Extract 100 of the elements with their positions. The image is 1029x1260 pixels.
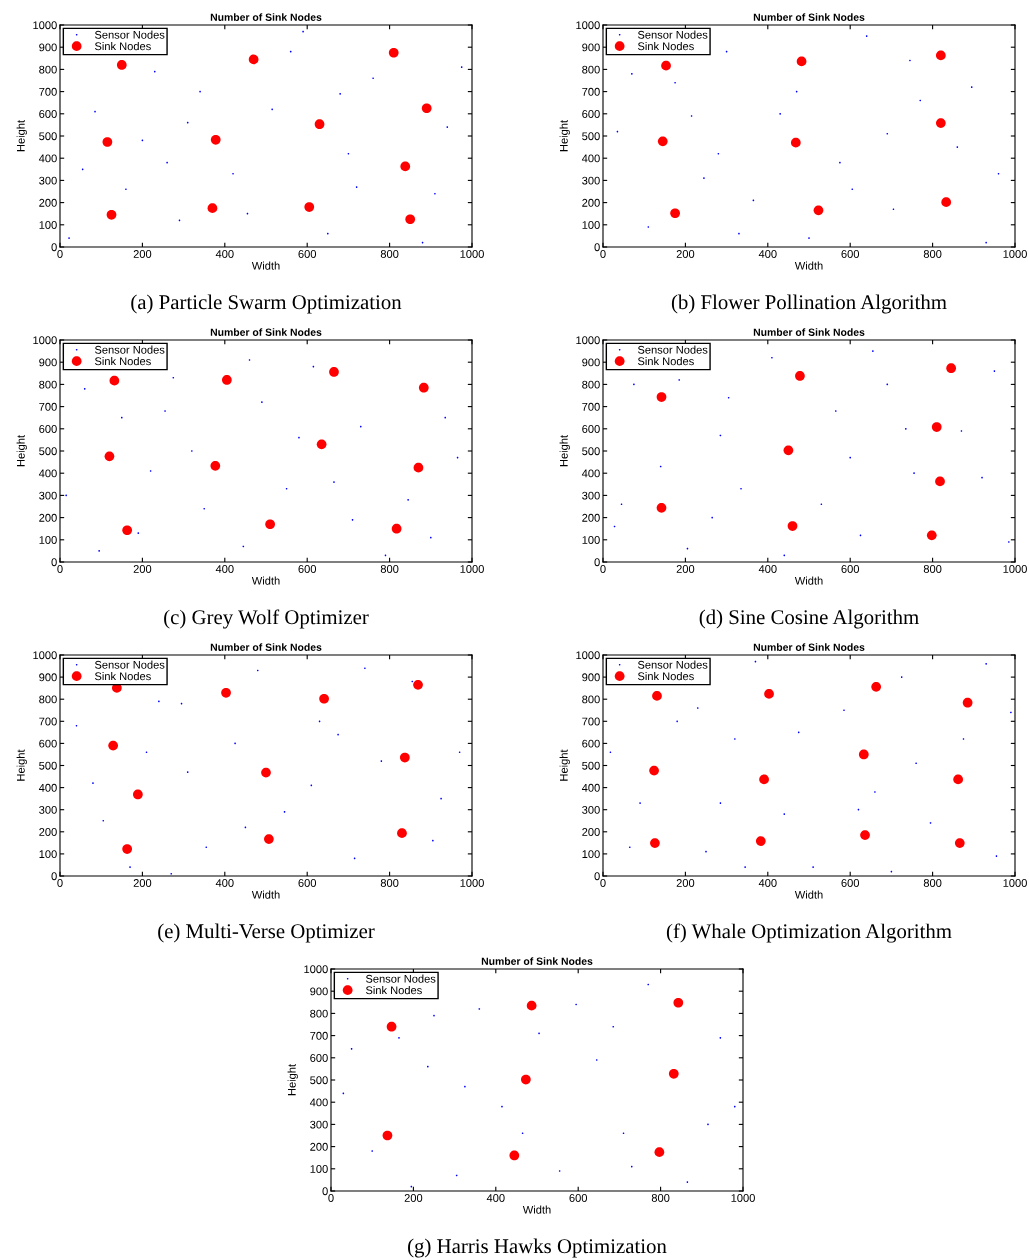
legend-label: Sensor Nodes <box>365 974 436 983</box>
y-tick-label: 300 <box>39 805 57 814</box>
point <box>109 375 120 386</box>
y-tick-label: 100 <box>582 850 600 859</box>
y-tick-label: 1000 <box>33 336 57 345</box>
y-tick-label: 700 <box>582 87 600 96</box>
x-axis-title: Width <box>794 890 823 899</box>
point <box>122 844 133 854</box>
point <box>421 103 432 114</box>
y-tick-label: 500 <box>582 447 600 456</box>
legend-label: Sink Nodes <box>365 986 422 995</box>
point <box>935 476 945 487</box>
point <box>221 687 231 698</box>
x-tick-label: 600 <box>298 250 317 258</box>
y-tick-label: 0 <box>594 558 600 567</box>
y-axis-title: Height <box>16 435 27 467</box>
y-tick-label: 600 <box>582 425 600 433</box>
x-tick-label: 0 <box>57 250 63 258</box>
point <box>860 830 870 840</box>
legend-label: Sensor Nodes <box>637 660 708 669</box>
point <box>935 50 946 61</box>
point <box>755 836 766 846</box>
x-tick-label: 200 <box>676 565 695 573</box>
y-axis-title: Height <box>287 1064 298 1096</box>
y-tick-label: 800 <box>310 1009 328 1018</box>
point <box>650 838 660 848</box>
y-tick-label: 100 <box>582 536 600 544</box>
point <box>413 462 424 473</box>
point <box>265 519 275 530</box>
point <box>661 60 671 71</box>
y-tick-label: 800 <box>39 65 57 74</box>
x-tick-label: 400 <box>758 879 777 887</box>
x-tick-label: 200 <box>133 250 152 258</box>
x-tick-label: 200 <box>133 879 152 887</box>
y-tick-label: 500 <box>39 447 57 456</box>
point <box>207 203 218 214</box>
point <box>649 765 659 776</box>
x-tick-label: 800 <box>380 565 399 573</box>
point <box>657 136 668 147</box>
point <box>413 679 423 690</box>
text: (a) Particle Swarm Optimization <box>131 294 402 314</box>
y-tick-label: 100 <box>582 221 600 229</box>
point <box>386 1021 397 1032</box>
x-axis-title: Width <box>794 261 823 270</box>
point <box>656 392 667 402</box>
chart-title: Number of Sink Nodes <box>753 643 865 651</box>
x-tick-label: 400 <box>758 250 777 258</box>
point <box>261 767 271 778</box>
x-tick-label: 1000 <box>460 565 484 573</box>
x-axis-title: Width <box>251 576 280 585</box>
chart-title: Number of Sink Nodes <box>753 328 865 336</box>
x-tick-label: 0 <box>328 1194 334 1202</box>
y-tick-label: 600 <box>582 110 600 118</box>
y-tick-label: 300 <box>39 176 57 185</box>
point <box>813 205 824 216</box>
y-tick-label: 700 <box>310 1031 328 1040</box>
x-tick-label: 1000 <box>1003 879 1027 887</box>
y-axis-title: Height <box>559 120 570 152</box>
point <box>962 697 973 708</box>
y-tick-label: 800 <box>582 380 600 389</box>
y-tick-label: 700 <box>39 402 57 411</box>
point <box>526 1000 537 1011</box>
x-tick-label: 400 <box>215 250 234 258</box>
y-tick-label: 500 <box>582 132 600 141</box>
y-tick-label: 200 <box>39 828 57 836</box>
point <box>316 439 327 450</box>
point <box>133 789 143 800</box>
x-tick-label: 0 <box>600 879 606 887</box>
legend-label: Sensor Nodes <box>94 345 165 354</box>
text: (b) Flower Pollination Algorithm <box>671 294 947 314</box>
y-tick-label: 800 <box>582 65 600 74</box>
y-tick-label: 100 <box>39 221 57 229</box>
point <box>787 521 798 531</box>
y-tick-label: 900 <box>582 673 600 682</box>
y-tick-label: 500 <box>310 1076 328 1085</box>
legend-label: Sink Nodes <box>94 672 151 681</box>
point <box>314 119 325 130</box>
legend-label: Sensor Nodes <box>94 660 165 669</box>
y-tick-label: 600 <box>582 739 600 748</box>
x-tick-label: 400 <box>215 565 234 573</box>
point <box>106 209 117 220</box>
y-tick-label: 0 <box>51 558 57 567</box>
legend-label: Sensor Nodes <box>637 345 708 354</box>
x-tick-label: 200 <box>404 1194 423 1202</box>
point <box>759 774 769 785</box>
y-tick-label: 200 <box>310 1142 328 1151</box>
y-tick-label: 700 <box>582 402 600 411</box>
text: (d) Sine Cosine Algorithm <box>699 609 919 629</box>
y-tick-label: 200 <box>582 513 600 522</box>
x-tick-label: 800 <box>380 250 399 258</box>
point <box>521 1074 531 1085</box>
point <box>931 422 942 432</box>
legend-label: Sink Nodes <box>94 357 151 366</box>
y-axis-title: Height <box>559 435 570 467</box>
y-tick-label: 0 <box>51 243 57 252</box>
x-tick-label: 1000 <box>1003 565 1027 573</box>
x-tick-label: 600 <box>298 879 317 887</box>
point <box>399 752 410 763</box>
y-tick-label: 800 <box>582 695 600 704</box>
point <box>668 1068 679 1079</box>
